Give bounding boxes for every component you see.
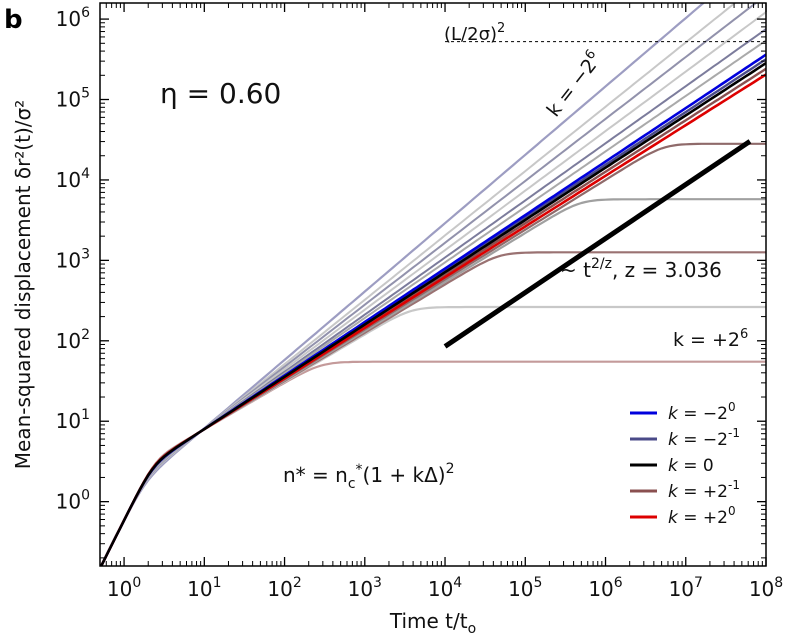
- legend-label: k = +2-1: [668, 478, 740, 502]
- legend-entry: k = +20: [630, 504, 736, 528]
- x-tick-label: 100: [107, 575, 141, 601]
- x-tick-label: 108: [749, 575, 783, 601]
- x-tick-label: 107: [669, 575, 703, 601]
- x-axis-title: Time t/to: [389, 609, 476, 637]
- x-tick-label: 102: [267, 575, 301, 601]
- series-line-k-2-1: [100, 142, 766, 566]
- x-tick-label: 104: [428, 575, 462, 601]
- y-tick-label: 100: [56, 488, 90, 514]
- y-tick-label: 104: [56, 166, 90, 192]
- legend-label: k = +20: [668, 504, 736, 528]
- series-line-k-0: [100, 62, 766, 566]
- eta-label: η = 0.60: [160, 77, 281, 110]
- x-tick-label: 103: [348, 575, 382, 601]
- legend-entry: k = +2-1: [630, 478, 740, 502]
- k-bottom-label: k = +26: [673, 327, 748, 351]
- y-tick-label: 103: [56, 246, 90, 272]
- series-line-k-2-0: [100, 73, 766, 566]
- panel-label: b: [4, 5, 23, 35]
- series-line-k-2-1: [100, 39, 766, 566]
- power-law-guide-line: [443, 139, 752, 349]
- y-axis-title: Mean-squared displacement δr²(t)/σ²: [11, 100, 35, 469]
- series-line-k-2-4: [100, 305, 766, 566]
- density-formula: n* = nc*(1 + kΔ)2: [283, 461, 455, 492]
- legend-label: k = −2-1: [668, 426, 740, 450]
- y-tick-label: 101: [56, 407, 90, 433]
- series-line-k-2-1: [100, 67, 766, 566]
- series-line-k-2-2: [100, 198, 766, 566]
- legend-entry: k = −2-1: [630, 426, 740, 450]
- series-line-k-2-3: [100, 251, 766, 566]
- x-tick-label: 106: [588, 575, 622, 601]
- x-tick-label: 105: [508, 575, 542, 601]
- box-size-label: (L/2σ)2: [444, 21, 505, 45]
- y-tick-label: 105: [56, 86, 90, 112]
- series-line-k-2-1: [100, 58, 766, 566]
- legend-entry: k = −20: [630, 400, 736, 424]
- y-tick-label: 102: [56, 327, 90, 353]
- legend-label: k = 0: [668, 456, 714, 476]
- legend-entry: k = 0: [630, 456, 714, 476]
- y-tick-label: 106: [56, 5, 90, 31]
- legend-label: k = −20: [668, 400, 736, 424]
- k-top-label: k = −26: [541, 47, 606, 121]
- scaling-label: ~ t2/z, z = 3.036: [560, 256, 722, 282]
- x-tick-label: 101: [187, 575, 221, 601]
